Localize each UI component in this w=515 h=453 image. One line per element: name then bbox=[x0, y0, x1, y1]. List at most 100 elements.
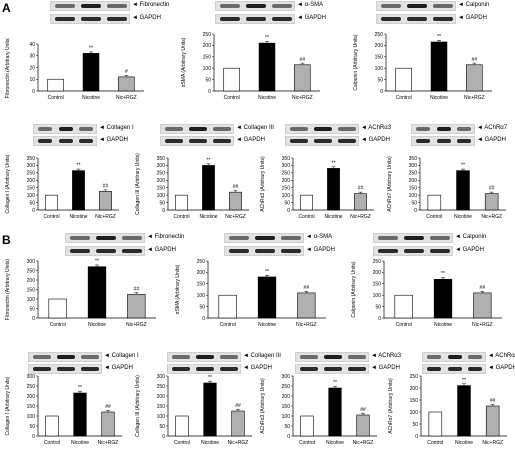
y-tick-label: 300 bbox=[27, 163, 36, 169]
blot-band bbox=[55, 4, 75, 8]
y-tick-label: 150 bbox=[410, 398, 419, 404]
x-category-label: Control bbox=[396, 95, 412, 101]
y-tick-label: 100 bbox=[203, 66, 212, 72]
y-tick-label: 250 bbox=[375, 32, 384, 38]
significance-annotation: ## bbox=[103, 183, 109, 189]
x-category-label: Control bbox=[43, 214, 59, 220]
x-category-label: Nicotine bbox=[258, 322, 276, 328]
blot-band bbox=[430, 249, 450, 253]
y-tick-label: 50 bbox=[199, 304, 205, 310]
blot-band bbox=[404, 236, 424, 240]
y-axis-label: AChRα3 (Arbitrary Units) bbox=[260, 156, 266, 212]
blot-band bbox=[81, 4, 101, 8]
y-tick-label: 50 bbox=[29, 306, 35, 312]
bar bbox=[47, 78, 64, 92]
bar bbox=[127, 293, 146, 319]
y-tick-label: 0 bbox=[414, 208, 417, 214]
blot-band bbox=[229, 249, 249, 253]
y-tick-label: 0 bbox=[32, 89, 35, 95]
blot-label: ◄ Fibronectin bbox=[147, 234, 185, 240]
y-tick-label: 150 bbox=[157, 186, 166, 192]
blot-band bbox=[33, 355, 51, 359]
chart-svg: Collagen III (Arbitrary Units) 0 50 100 150 2… bbox=[135, 374, 252, 446]
blot-band bbox=[189, 127, 207, 131]
blot-band bbox=[58, 127, 73, 131]
y-tick-label: 300 bbox=[282, 374, 291, 380]
y-tick-label: 250 bbox=[203, 32, 212, 38]
x-category-label: Control bbox=[174, 440, 190, 446]
significance-annotation: ## bbox=[235, 403, 241, 409]
blot-band bbox=[55, 17, 75, 21]
bar bbox=[87, 266, 107, 319]
blot-band bbox=[81, 17, 101, 21]
x-category-label: Nic+RGZ bbox=[350, 214, 371, 220]
y-tick-label: 250 bbox=[197, 259, 206, 265]
blot-band bbox=[436, 127, 451, 131]
y-tick-label: 100 bbox=[373, 293, 382, 299]
blot-band bbox=[213, 139, 231, 143]
y-tick-label: 200 bbox=[373, 270, 382, 276]
y-axis-label: AChRα7 (Arbitrary Units) bbox=[388, 378, 394, 434]
blot-label: ◄ Calponin bbox=[458, 2, 490, 8]
blot-band bbox=[378, 236, 398, 240]
significance-annotation: ** bbox=[95, 259, 99, 265]
chart-svg: Fibronectin (Arbitrary Units) 0 50 100 150 20… bbox=[5, 259, 156, 328]
y-tick-label: 200 bbox=[409, 178, 418, 184]
blot-band bbox=[378, 249, 398, 253]
y-tick-label: 350 bbox=[157, 156, 166, 162]
bar-chart-a-achra3: AChRα3 (Arbitrary Units) 0 50 100 150 200 250 3… bbox=[255, 152, 380, 222]
blot-band bbox=[220, 355, 238, 359]
x-category-label: Nic+RGZ bbox=[116, 95, 137, 101]
x-category-label: Nic+RGZ bbox=[472, 322, 493, 328]
x-category-label: Nic+RGZ bbox=[353, 440, 374, 446]
y-tick-label: 200 bbox=[282, 178, 291, 184]
significance-annotation: # bbox=[125, 69, 128, 75]
y-tick-label: 150 bbox=[203, 55, 212, 61]
blot-label: ◄ AChRα3 bbox=[361, 125, 392, 131]
y-tick-label: 100 bbox=[410, 410, 419, 416]
bar bbox=[328, 387, 342, 437]
x-category-label: Nic+RGZ bbox=[98, 440, 119, 446]
bar bbox=[101, 411, 115, 437]
blot-label: ◄ GAPDH bbox=[243, 365, 272, 371]
significance-annotation: ## bbox=[300, 57, 306, 63]
y-tick-label: 100 bbox=[197, 293, 206, 299]
x-category-label: Control bbox=[224, 95, 240, 101]
blot-band bbox=[427, 355, 441, 359]
significance-annotation: ## bbox=[105, 404, 111, 410]
blot-label: ◄ GAPDH bbox=[477, 137, 506, 143]
significance-annotation: ** bbox=[77, 163, 81, 169]
blot-band bbox=[107, 17, 127, 21]
blot-band bbox=[338, 127, 356, 131]
blot-band bbox=[189, 139, 207, 143]
significance-annotation: ** bbox=[462, 378, 466, 384]
y-tick-label: 50 bbox=[411, 200, 417, 206]
x-category-label: Nicotine bbox=[88, 322, 106, 328]
bar bbox=[457, 385, 471, 437]
y-tick-label: 50 bbox=[375, 304, 381, 310]
significance-annotation: ## bbox=[360, 407, 366, 413]
blot-band bbox=[324, 355, 342, 359]
y-tick-label: 10 bbox=[29, 77, 35, 83]
y-tick-label: 150 bbox=[197, 282, 206, 288]
y-tick-label: 300 bbox=[409, 163, 418, 169]
y-tick-label: 50 bbox=[377, 77, 383, 83]
blot-band bbox=[314, 139, 332, 143]
bar-chart-a-calponin: Calponin (Arbitrary Units) 0 50 100 150 200 25… bbox=[348, 28, 498, 103]
bar-chart-b-fibronectin: Fibronectin (Arbitrary Units) 0 50 100 150 20… bbox=[0, 255, 162, 330]
blot-label: ◄ Collagen I bbox=[104, 353, 139, 359]
y-tick-label: 100 bbox=[157, 414, 166, 420]
blot-band bbox=[447, 355, 462, 359]
x-category-label: Nicotine bbox=[258, 95, 276, 101]
blot-band bbox=[107, 4, 127, 8]
bar bbox=[466, 64, 483, 92]
blot-band bbox=[70, 236, 90, 240]
blot-label: ◄ GAPDH bbox=[99, 137, 128, 143]
bar bbox=[327, 168, 340, 211]
x-category-label: Control bbox=[396, 322, 412, 328]
bar bbox=[45, 415, 59, 437]
bar bbox=[473, 292, 492, 319]
y-tick-label: 250 bbox=[27, 268, 36, 274]
y-tick-label: 150 bbox=[27, 404, 36, 410]
